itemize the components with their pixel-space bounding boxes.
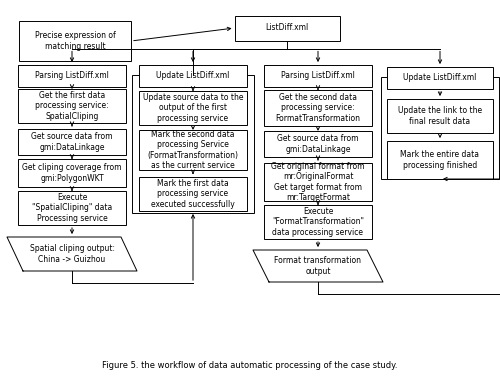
Text: Update the link to the
final result data: Update the link to the final result data: [398, 106, 482, 126]
Bar: [139, 130, 247, 170]
Bar: [18, 65, 126, 87]
Text: Execute
"FormatTransformation"
data processing service: Execute "FormatTransformation" data proc…: [272, 207, 364, 237]
Text: Get source data from
gmi:DataLinkage: Get source data from gmi:DataLinkage: [277, 134, 359, 154]
Text: Figure 5. the workflow of data automatic processing of the case study.: Figure 5. the workflow of data automatic…: [102, 361, 398, 370]
Text: Update ListDiff.xml: Update ListDiff.xml: [156, 71, 230, 80]
Text: Get the first data
processing service:
SpatialCliping: Get the first data processing service: S…: [35, 91, 109, 121]
Bar: [234, 15, 340, 41]
Bar: [264, 131, 372, 157]
Polygon shape: [253, 250, 383, 282]
Text: Parsing ListDiff.xml: Parsing ListDiff.xml: [35, 71, 109, 80]
Bar: [381, 77, 499, 179]
Text: Get cliping coverage from
gmi:PolygonWKT: Get cliping coverage from gmi:PolygonWKT: [22, 163, 122, 183]
Bar: [264, 163, 372, 201]
Text: Format transformation
output: Format transformation output: [274, 256, 362, 276]
Bar: [387, 99, 493, 133]
Bar: [264, 65, 372, 87]
Text: Get original format from
mr:OriginalFormat
Get target format from
mr:TargetForma: Get original format from mr:OriginalForm…: [271, 162, 365, 202]
Text: Mark the second data
processing Service
(FormatTransformation)
as the current se: Mark the second data processing Service …: [148, 130, 238, 170]
Text: Mark the first data
processing service
executed successfully: Mark the first data processing service e…: [151, 179, 235, 209]
Bar: [18, 159, 126, 187]
Bar: [139, 65, 247, 87]
Bar: [19, 21, 131, 61]
Bar: [264, 205, 372, 239]
Text: Update ListDiff.xml: Update ListDiff.xml: [404, 73, 476, 82]
Bar: [18, 191, 126, 225]
Text: Update source data to the
output of the first
processing service: Update source data to the output of the …: [143, 93, 243, 123]
Bar: [139, 91, 247, 125]
Text: Parsing ListDiff.xml: Parsing ListDiff.xml: [281, 71, 355, 80]
Bar: [18, 89, 126, 123]
Bar: [18, 129, 126, 155]
Text: Precise expression of
matching result: Precise expression of matching result: [34, 31, 116, 51]
Bar: [387, 141, 493, 179]
Bar: [132, 75, 254, 213]
Bar: [264, 90, 372, 126]
Text: Mark the entire data
processing finished: Mark the entire data processing finished: [400, 150, 479, 170]
Text: Get source data from
gmi:DataLinkage: Get source data from gmi:DataLinkage: [31, 132, 113, 152]
Text: Execute
"SpatialCliping" data
Processing service: Execute "SpatialCliping" data Processing…: [32, 193, 112, 223]
Bar: [387, 67, 493, 89]
Text: ListDiff.xml: ListDiff.xml: [266, 23, 308, 32]
Polygon shape: [7, 237, 137, 271]
Bar: [139, 177, 247, 211]
Text: Spatial cliping output:
China -> Guizhou: Spatial cliping output: China -> Guizhou: [30, 244, 114, 264]
Text: Get the second data
processing service:
FormatTransformation: Get the second data processing service: …: [276, 93, 360, 123]
